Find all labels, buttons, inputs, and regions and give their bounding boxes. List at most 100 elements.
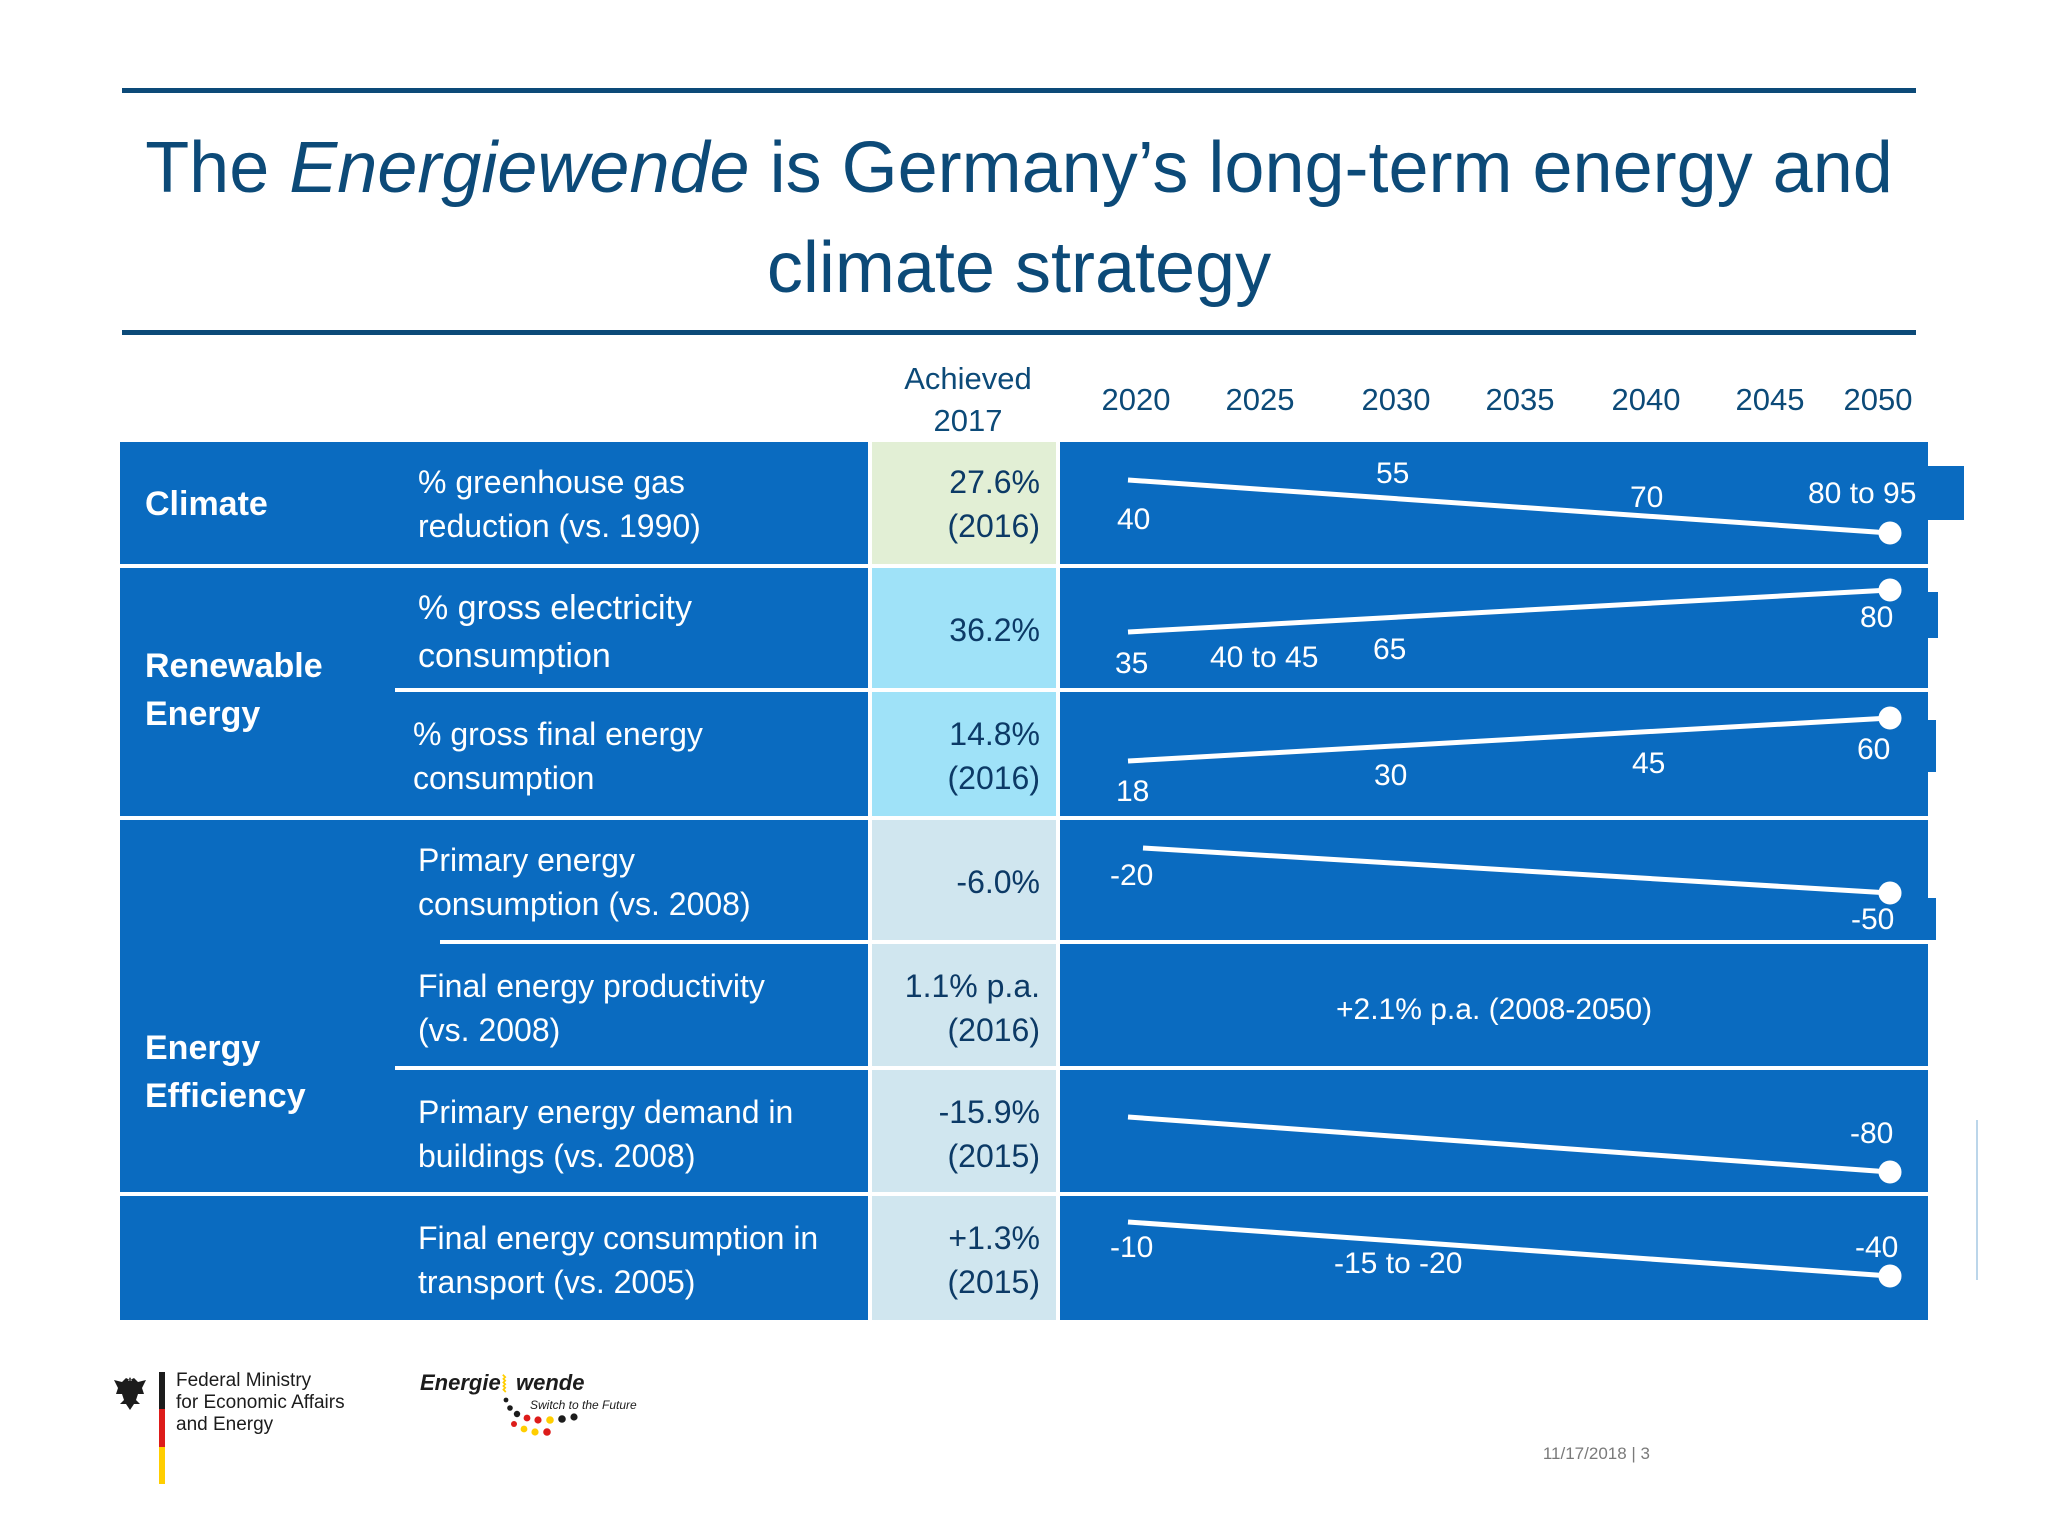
- indicator-productivity-line1: Final energy productivity: [418, 968, 765, 1004]
- achieved-productivity-value: 1.1% p.a.: [904, 968, 1040, 1004]
- ministry-name-line3: and Energy: [176, 1414, 274, 1435]
- renewable-tab: [1920, 592, 1938, 638]
- category-renewable-line1: Renewable: [145, 647, 323, 685]
- renewable-tab-2: [1920, 720, 1936, 772]
- column-separator: [868, 442, 872, 1320]
- category-renewable-line2: Energy: [145, 695, 261, 733]
- target-electricity-2025: 40 to 45: [1210, 641, 1319, 674]
- achieved-cell-climate: [872, 442, 1056, 566]
- year-2050: 2050: [1843, 382, 1913, 417]
- indicator-ghg-line2: reduction (vs. 1990): [418, 508, 701, 544]
- indicator-primary-energy: Primary energy consumption (vs. 2008): [418, 838, 751, 926]
- category-renewable: Renewable Energy: [145, 642, 323, 738]
- indicator-transport-line2: transport (vs. 2005): [418, 1264, 696, 1300]
- target-primary-energy-2050: -50: [1851, 903, 1895, 936]
- row-separator: [395, 1066, 1928, 1070]
- energiewende-logo-word2: wende: [516, 1370, 585, 1395]
- achieved-primary-energy: -6.0%: [872, 860, 1040, 904]
- achieved-productivity-year: (2016): [947, 1012, 1041, 1048]
- indicator-transport: Final energy consumption in transport (v…: [418, 1216, 818, 1304]
- achieved-primary-energy-value: -6.0%: [956, 864, 1040, 900]
- indicator-ghg-line1: % greenhouse gas: [418, 464, 685, 500]
- year-2045: 2045: [1735, 382, 1805, 417]
- indicator-primary-energy-line1: Primary energy: [418, 842, 635, 878]
- target-final-energy-2050: 60: [1857, 733, 1891, 766]
- achieved-transport-year: (2015): [947, 1264, 1041, 1300]
- year-2040: 2040: [1611, 382, 1681, 417]
- energiewende-dots-icon: [503, 1397, 578, 1436]
- year-2025: 2025: [1225, 382, 1295, 417]
- target-ghg-2020: 40: [1117, 503, 1151, 536]
- target-final-energy-2030: 30: [1374, 759, 1408, 792]
- category-efficiency-line2: Efficiency: [145, 1077, 306, 1115]
- indicator-electricity-line1: % gross electricity: [418, 589, 692, 627]
- indicator-buildings-line2: buildings (vs. 2008): [418, 1138, 696, 1174]
- achieved-final-energy: 14.8% (2016): [872, 712, 1041, 800]
- indicator-electricity: % gross electricity consumption: [418, 584, 692, 680]
- energiewende-logo-mark: ⦚: [502, 1372, 507, 1397]
- row-separator: [120, 1192, 1928, 1196]
- federal-eagle-icon: [114, 1372, 146, 1410]
- energiewende-logo-tagline: Switch to the Future: [530, 1398, 637, 1412]
- target-transport-2030: -15 to -20: [1334, 1247, 1463, 1280]
- bottom-rule: [122, 330, 1916, 335]
- indicator-productivity: Final energy productivity (vs. 2008): [418, 964, 765, 1052]
- target-electricity-2020: 35: [1115, 647, 1149, 680]
- achieved-final-energy-value: 14.8%: [949, 716, 1040, 752]
- target-buildings-2050: -80: [1850, 1117, 1894, 1150]
- energiewende-logo-word1: Energie: [420, 1370, 501, 1395]
- target-final-energy-2040: 45: [1632, 747, 1666, 780]
- target-productivity-2050: +2.1% p.a. (2008-2050): [1336, 993, 1653, 1026]
- target-final-energy-2020: 18: [1116, 775, 1150, 808]
- achieved-productivity: 1.1% p.a. (2016): [872, 964, 1040, 1052]
- achieved-transport-value: +1.3%: [948, 1220, 1040, 1256]
- indicator-final-energy: % gross final energy consumption: [413, 712, 703, 800]
- achieved-cell-renewable: [872, 566, 1056, 818]
- row-separator: [120, 564, 1928, 568]
- target-primary-energy-2020: -20: [1110, 859, 1154, 892]
- target-ghg-2040: 70: [1630, 481, 1664, 514]
- achieved-ghg-value: 27.6%: [949, 464, 1040, 500]
- row-separator: [120, 816, 1928, 820]
- achieved-buildings: -15.9% (2015): [872, 1090, 1040, 1178]
- indicator-final-energy-line2: consumption: [413, 760, 595, 796]
- achieved-header-line2: 2017: [933, 403, 1003, 438]
- year-2035: 2035: [1485, 382, 1555, 417]
- climate-tab: [1920, 466, 1964, 520]
- column-separator: [1056, 442, 1060, 1320]
- row-separator: [395, 688, 1928, 692]
- indicator-final-energy-line1: % gross final energy: [413, 716, 703, 752]
- german-flag-bar: [159, 1372, 165, 1484]
- achieved-final-energy-year: (2016): [947, 760, 1041, 796]
- indicator-productivity-line2: (vs. 2008): [418, 1012, 561, 1048]
- indicator-buildings-line1: Primary energy demand in: [418, 1094, 794, 1130]
- category-efficiency: Energy Efficiency: [145, 1024, 306, 1120]
- achieved-ghg-year: (2016): [947, 508, 1041, 544]
- ministry-name: Federal Ministry for Economic Affairs an…: [176, 1370, 345, 1436]
- category-efficiency-line1: Energy: [145, 1029, 261, 1067]
- efficiency-tab: [1920, 898, 1936, 940]
- target-electricity-2050: 80: [1860, 601, 1894, 634]
- year-2030: 2030: [1361, 382, 1431, 417]
- title-suffix: is Germany’s long-term energy and climat…: [749, 128, 1893, 308]
- title-prefix: The: [145, 128, 290, 208]
- achieved-buildings-year: (2015): [947, 1138, 1041, 1174]
- target-transport-2020: -10: [1110, 1231, 1154, 1264]
- achieved-header: Achieved 2017: [868, 358, 1068, 442]
- achieved-header-line1: Achieved: [904, 361, 1032, 396]
- ministry-name-line2: for Economic Affairs: [176, 1392, 345, 1413]
- page-title: The Energiewende is Germany’s long-term …: [122, 118, 1916, 318]
- indicator-ghg: % greenhouse gas reduction (vs. 1990): [418, 460, 701, 548]
- year-2020: 2020: [1101, 382, 1171, 417]
- achieved-ghg: 27.6% (2016): [872, 460, 1041, 548]
- target-ghg-2050: 80 to 95: [1808, 477, 1917, 510]
- indicator-transport-line1: Final energy consumption in: [418, 1220, 819, 1256]
- top-rule: [122, 88, 1916, 93]
- achieved-buildings-value: -15.9%: [938, 1094, 1040, 1130]
- target-electricity-2030: 65: [1373, 633, 1407, 666]
- indicator-primary-energy-line2: consumption (vs. 2008): [418, 886, 751, 922]
- date-page-number: 11/17/2018 | 3: [1542, 1444, 1650, 1463]
- achieved-electricity: 36.2%: [872, 608, 1040, 652]
- target-ghg-2030: 55: [1376, 457, 1410, 490]
- category-climate: Climate: [145, 485, 268, 523]
